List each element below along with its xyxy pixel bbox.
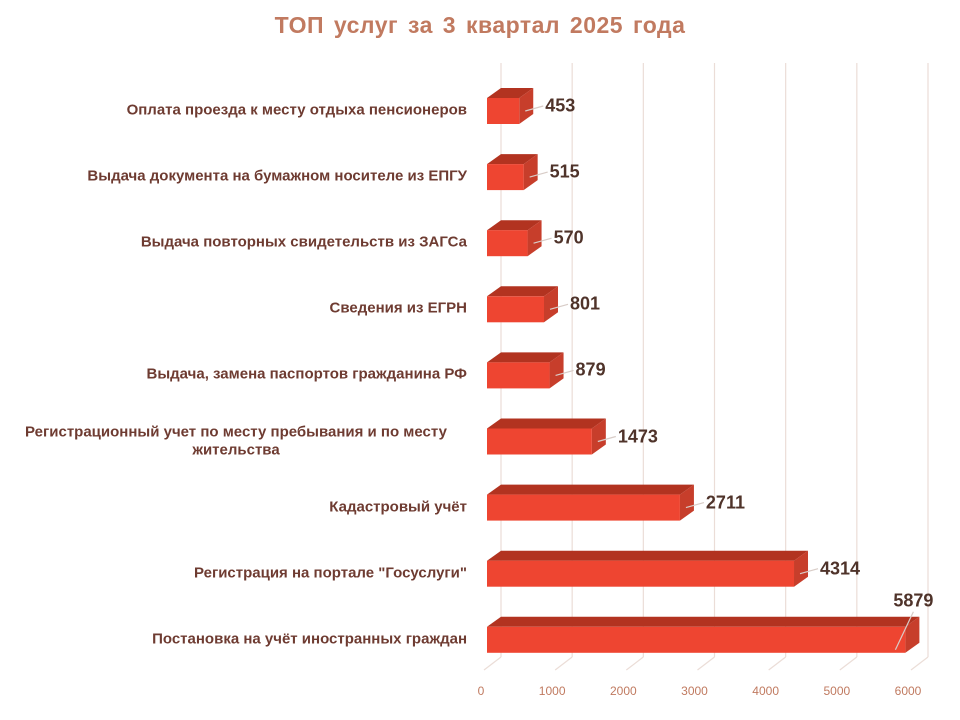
chart-title: ТОП услуг за 3 квартал 2025 года <box>274 12 686 38</box>
category-label: Оплата проезда к месту отдыха пенсионеро… <box>126 101 467 119</box>
bar-top-face <box>487 616 920 627</box>
leader-line <box>533 237 552 244</box>
category-label: Постановка на учёт иностранных граждан <box>152 630 467 648</box>
category-label: Выдача, замена паспортов гражданина РФ <box>146 366 467 384</box>
bar-side-face <box>905 616 920 653</box>
bar-top-face <box>487 286 559 297</box>
bar-top-face <box>487 220 542 231</box>
gridline-floor-bend <box>697 656 715 671</box>
bar-side-face <box>523 154 538 191</box>
bar-top-face <box>487 154 538 165</box>
category-label: Выдача документа на бумажном носителе из… <box>87 167 467 185</box>
category-label: Кадастровый учёт <box>329 498 467 516</box>
leader-line <box>799 568 819 575</box>
x-tick-label: 5000 <box>823 684 851 698</box>
bar <box>487 98 520 124</box>
bar <box>487 428 592 455</box>
bar-side-face <box>794 550 809 587</box>
x-tick-label: 2000 <box>609 684 637 698</box>
gridline-floor-bend <box>768 656 787 671</box>
value-label: 4314 <box>820 558 861 579</box>
x-tick-label: 3000 <box>681 684 708 698</box>
bar <box>487 494 680 521</box>
bar-side-face <box>591 418 606 455</box>
value-label: 515 <box>549 161 580 182</box>
bar <box>487 164 524 191</box>
bar-top-face <box>487 418 606 429</box>
x-tick-label: 4000 <box>752 684 779 698</box>
bar <box>487 296 545 323</box>
bar-side-face <box>549 352 564 389</box>
bar <box>487 230 528 257</box>
bar <box>487 626 906 653</box>
value-label: 1473 <box>617 426 658 446</box>
leader-line <box>525 105 544 112</box>
gridline-floor-bend <box>554 656 573 671</box>
leader-line <box>529 171 548 178</box>
value-label: 453 <box>545 95 576 116</box>
value-label: 570 <box>553 227 584 248</box>
leader-line <box>685 502 705 509</box>
x-tick-label: 1000 <box>538 684 566 698</box>
bar-top-face <box>487 484 694 495</box>
bar-top-face <box>487 550 809 561</box>
bar-side-face <box>527 220 542 257</box>
x-tick-label: 0 <box>477 684 485 698</box>
value-label: 879 <box>575 359 606 380</box>
bar-top-face <box>487 352 564 363</box>
leader-line <box>597 435 616 443</box>
category-label: Регистрационный учет по месту пребывания… <box>25 422 447 459</box>
leader-line <box>894 611 914 651</box>
gridline-floor-bend <box>910 656 929 671</box>
category-label: Сведения из ЕГРН <box>329 299 467 317</box>
bar <box>487 362 550 389</box>
bar-top-face <box>487 88 534 98</box>
x-tick-label: 6000 <box>894 684 922 698</box>
category-label: Регистрация на портале "Госуслуги" <box>193 564 467 582</box>
value-label: 2711 <box>705 492 745 513</box>
gridline-floor-bend <box>839 656 858 671</box>
bar-side-face <box>544 286 559 323</box>
bar-side-face <box>519 88 534 124</box>
gridline-floor-bend <box>483 656 502 671</box>
value-label: 5879 <box>893 590 934 611</box>
leader-line <box>549 303 569 310</box>
value-label: 801 <box>570 293 601 314</box>
category-label: Выдача повторных свидетельств из ЗАГСа <box>140 233 467 251</box>
gridline-floor-bend <box>625 656 644 671</box>
bar-side-face <box>679 484 694 521</box>
leader-line <box>555 369 574 376</box>
bar <box>487 560 795 587</box>
